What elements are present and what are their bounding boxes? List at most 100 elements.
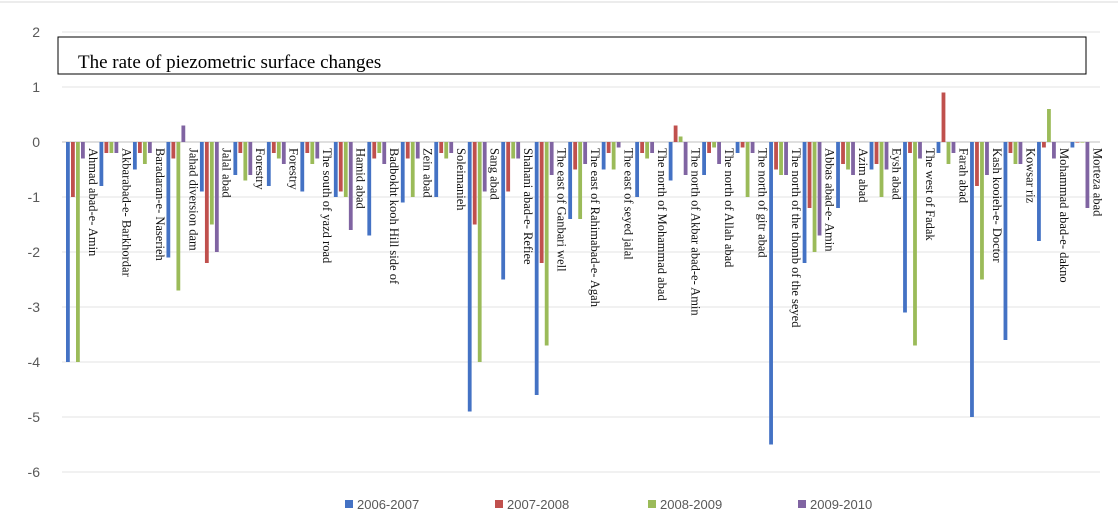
bar-2009-2010: [583, 142, 588, 164]
bar-2008-2009: [980, 142, 984, 280]
category-label: Baradaran-e- Naserieh: [153, 148, 167, 262]
bar-2007-2008: [405, 142, 410, 159]
bar-2008-2009: [142, 142, 147, 164]
bar-2009-2010: [415, 142, 420, 159]
legend-label: 2009-2010: [810, 497, 872, 512]
bar-2006-2007: [132, 142, 137, 170]
bar-2008-2009: [879, 142, 884, 197]
legend-swatch: [648, 500, 656, 508]
bar-2007-2008: [372, 142, 377, 159]
y-tick-label: 0: [32, 134, 40, 150]
bar-2006-2007: [233, 142, 238, 175]
bar-2006-2007: [635, 142, 640, 197]
y-tick-label: 2: [32, 24, 40, 40]
bar-2009-2010: [650, 142, 655, 153]
bar-2006-2007: [936, 142, 941, 153]
bar-2009-2010: [449, 142, 454, 153]
category-label: Badbokht kooh Hill side of: [387, 148, 401, 285]
bar-2009-2010: [851, 142, 855, 175]
category-label: Jalal abad: [220, 148, 234, 198]
category-label: The east of seyed jalal: [622, 148, 636, 260]
bar-2006-2007: [66, 142, 70, 362]
y-tick-label: -3: [28, 299, 41, 315]
bar-2009-2010: [683, 142, 688, 175]
bar-2009-2010: [884, 142, 889, 170]
bar-2008-2009: [477, 142, 482, 362]
bar-2009-2010: [717, 142, 721, 164]
bar-2009-2010: [147, 142, 152, 153]
bar-2008-2009: [913, 142, 917, 346]
bar-2009-2010: [482, 142, 487, 192]
bar-2007-2008: [975, 142, 979, 186]
bar-2009-2010: [114, 142, 119, 153]
bar-2006-2007: [367, 142, 372, 236]
bar-2007-2008: [573, 142, 578, 170]
bar-2007-2008: [238, 142, 243, 153]
bar-2009-2010: [784, 142, 788, 175]
category-labels: Ahmad abad-e- Amin Akbarabad-e- Barkhorda…: [86, 148, 1105, 328]
bar-2007-2008: [1008, 142, 1013, 153]
gridlines: [62, 31, 1100, 473]
category-label: Farah abad: [956, 148, 970, 204]
bar-2009-2010: [81, 142, 85, 159]
bar-2007-2008: [841, 142, 845, 164]
category-label: The north of the thomb of the seyed: [789, 148, 803, 328]
bar-2008-2009: [176, 142, 181, 291]
category-label: The north of Akbar abad-e- Amin: [689, 148, 703, 316]
category-label: Akbarabad-e- Barkhordar: [119, 148, 133, 278]
bar-2008-2009: [611, 142, 616, 170]
bar-2007-2008: [204, 142, 209, 263]
bar-2007-2008: [774, 142, 778, 170]
bar-2007-2008: [171, 142, 176, 159]
bar-2009-2010: [248, 142, 253, 175]
bar-2007-2008: [874, 142, 879, 164]
bar-2007-2008: [1075, 142, 1080, 143]
bar-2008-2009: [410, 142, 415, 197]
bar-2007-2008: [338, 142, 343, 192]
bar-2008-2009: [377, 142, 382, 153]
bar-2008-2009: [812, 142, 817, 252]
category-label: Shahani abad-e- Refiee: [521, 148, 535, 265]
category-label: Kash kooieh-e- Doctor: [990, 148, 1004, 263]
bar-2008-2009: [511, 142, 516, 159]
y-tick-label: -6: [28, 464, 41, 480]
bar-2007-2008: [104, 142, 109, 153]
bar-2008-2009: [310, 142, 315, 164]
bar-2008-2009: [76, 142, 80, 362]
category-label: Eysh abad: [889, 148, 903, 200]
bar-2006-2007: [601, 142, 606, 170]
bar-2006-2007: [266, 142, 271, 186]
bar-2009-2010: [918, 142, 922, 159]
bar-2006-2007: [970, 142, 974, 417]
bar-2007-2008: [908, 142, 912, 153]
bar-2007-2008: [137, 142, 142, 153]
category-label: Forestry: [287, 148, 301, 190]
bar-2006-2007: [434, 142, 439, 197]
bar-2008-2009: [276, 142, 281, 159]
bar-2009-2010: [817, 142, 822, 236]
category-label: The south of yazd road: [320, 148, 334, 264]
category-label: The north of Allah abad: [722, 148, 736, 268]
bar-2008-2009: [544, 142, 549, 346]
bar-2006-2007: [702, 142, 706, 175]
y-tick-label: -5: [28, 409, 41, 425]
bar-2007-2008: [740, 142, 745, 148]
bar-2009-2010: [315, 142, 320, 159]
bar-2009-2010: [985, 142, 989, 175]
category-label: The west of Fadak: [923, 148, 937, 241]
legend-label: 2006-2007: [357, 497, 419, 512]
bar-2006-2007: [1003, 142, 1008, 340]
title-frame: [57, 36, 1087, 75]
bar-2006-2007: [769, 142, 773, 445]
bar-2008-2009: [745, 142, 750, 197]
chart-title-box: The rate of piezometric surface changes: [57, 36, 1087, 75]
bar-2006-2007: [333, 142, 338, 197]
bar-2009-2010: [348, 142, 353, 230]
bar-2007-2008: [71, 142, 75, 197]
bar-2006-2007: [869, 142, 874, 170]
bar-2008-2009: [1013, 142, 1018, 164]
bar-2009-2010: [281, 142, 286, 164]
bar-2007-2008: [539, 142, 544, 263]
legend-swatch: [345, 500, 353, 508]
